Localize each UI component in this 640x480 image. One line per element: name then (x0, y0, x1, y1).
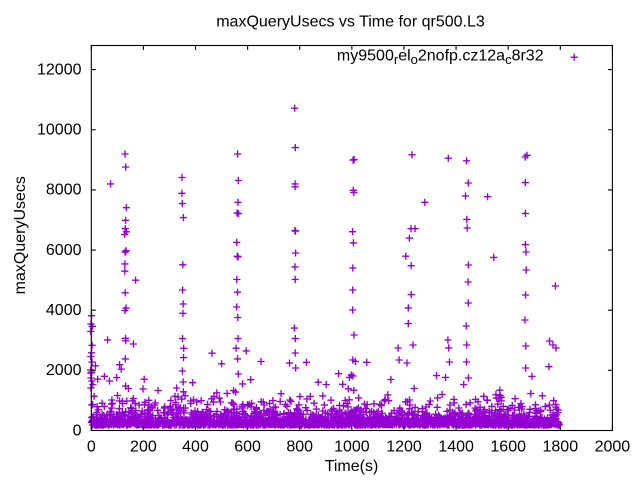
svg-text:600: 600 (234, 439, 261, 456)
svg-text:1200: 1200 (386, 439, 422, 456)
svg-text:maxQueryUsecs vs Time for qr50: maxQueryUsecs vs Time for qr500.L3 (216, 13, 485, 30)
svg-text:1600: 1600 (490, 439, 526, 456)
svg-text:6000: 6000 (46, 242, 82, 259)
svg-text:12000: 12000 (37, 61, 82, 78)
svg-text:400: 400 (182, 439, 209, 456)
svg-text:2000: 2000 (595, 439, 631, 456)
svg-text:Time(s): Time(s) (325, 458, 379, 475)
svg-text:4000: 4000 (46, 302, 82, 319)
svg-text:2000: 2000 (46, 362, 82, 379)
svg-text:1800: 1800 (543, 439, 579, 456)
svg-text:1400: 1400 (438, 439, 474, 456)
svg-text:my9500relo2nofp.cz12ac8r32: my9500relo2nofp.cz12ac8r32 (337, 48, 544, 68)
svg-text:1000: 1000 (334, 439, 370, 456)
svg-text:10000: 10000 (37, 122, 82, 139)
svg-text:maxQueryUsecs: maxQueryUsecs (12, 176, 29, 294)
svg-text:8000: 8000 (46, 182, 82, 199)
svg-text:200: 200 (130, 439, 157, 456)
svg-text:0: 0 (73, 422, 82, 439)
svg-text:800: 800 (286, 439, 313, 456)
svg-text:0: 0 (87, 439, 96, 456)
